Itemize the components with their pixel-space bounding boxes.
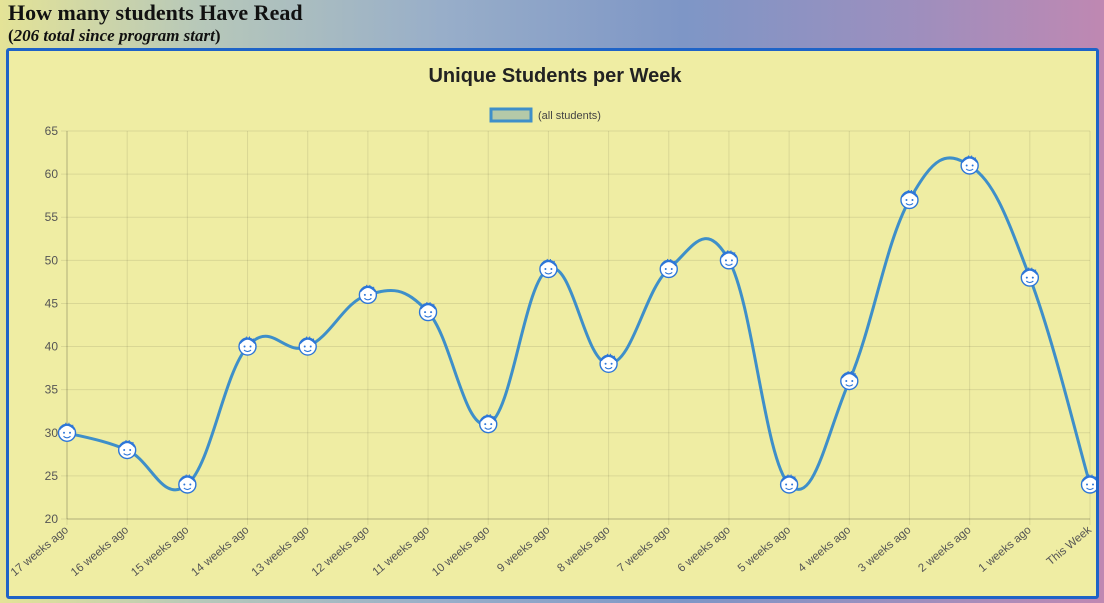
x-tick-label: 14 weeks ago	[189, 524, 251, 579]
x-tick-label: 12 weeks ago	[310, 524, 372, 579]
y-tick-label: 55	[45, 210, 59, 224]
series-line-all-students	[66, 156, 1092, 492]
y-tick-label: 65	[45, 124, 59, 138]
data-point-smiley-face-icon[interactable]	[599, 353, 618, 373]
x-tick-label: 3 weeks ago	[856, 524, 913, 575]
data-point-smiley-face-icon[interactable]	[57, 422, 77, 442]
x-tick-label: 8 weeks ago	[555, 524, 612, 575]
y-tick-label: 30	[45, 426, 59, 440]
data-point-smiley-face-icon[interactable]	[178, 473, 197, 494]
x-tick-label: 16 weeks ago	[69, 524, 131, 579]
x-tick-label: 17 weeks ago	[9, 524, 71, 579]
y-tick-label: 60	[45, 167, 59, 181]
chart-title: Unique Students per Week	[428, 65, 682, 87]
data-point-smiley-face-icon[interactable]	[479, 413, 498, 434]
y-tick-label: 40	[45, 340, 59, 354]
x-tick-label: This Week	[1045, 524, 1094, 568]
data-point-smiley-face-icon[interactable]	[659, 258, 678, 279]
data-point-smiley-face-icon[interactable]	[117, 439, 137, 460]
data-point-smiley-face-icon[interactable]	[900, 189, 919, 210]
chart-frame: Unique Students per Week (all students) …	[6, 48, 1099, 599]
legend-label: (all students)	[538, 110, 601, 122]
data-point-smiley-face-icon[interactable]	[298, 335, 317, 356]
data-point-smiley-face-icon[interactable]	[1080, 473, 1097, 494]
y-tick-label: 50	[45, 253, 59, 267]
legend-swatch	[489, 107, 533, 123]
x-tick-label: 10 weeks ago	[430, 524, 492, 579]
y-tick-label: 45	[45, 296, 59, 310]
data-point-smiley-face-icon[interactable]	[358, 284, 378, 305]
x-tick-label: 1 weeks ago	[977, 524, 1034, 575]
x-tick-label: 11 weeks ago	[371, 524, 432, 578]
line-chart: Unique Students per Week (all students) …	[9, 65, 1097, 579]
y-tick-label: 20	[45, 512, 59, 526]
y-tick-label: 35	[45, 383, 59, 397]
data-point-smiley-face-icon[interactable]	[840, 370, 859, 391]
x-tick-label: 15 weeks ago	[129, 524, 191, 579]
data-point-smiley-face-icon[interactable]	[960, 154, 979, 175]
x-tick-label: 4 weeks ago	[796, 524, 853, 575]
x-tick-label: 7 weeks ago	[616, 524, 673, 575]
x-tick-label: 9 weeks ago	[495, 524, 552, 575]
x-tick-label: 2 weeks ago	[916, 524, 973, 575]
x-tick-label: 6 weeks ago	[676, 524, 733, 575]
page-subtitle: (206 total since program start)	[8, 26, 221, 45]
x-tick-label: 5 weeks ago	[736, 524, 793, 575]
data-point-smiley-face-icon[interactable]	[238, 335, 257, 356]
page-title: How many students Have Read	[8, 0, 303, 25]
y-tick-label: 25	[45, 469, 59, 483]
data-point-smiley-face-icon[interactable]	[1020, 266, 1040, 287]
legend[interactable]: (all students)	[489, 107, 601, 123]
data-point-smiley-face-icon[interactable]	[539, 258, 558, 279]
x-tick-label: 13 weeks ago	[250, 524, 312, 579]
